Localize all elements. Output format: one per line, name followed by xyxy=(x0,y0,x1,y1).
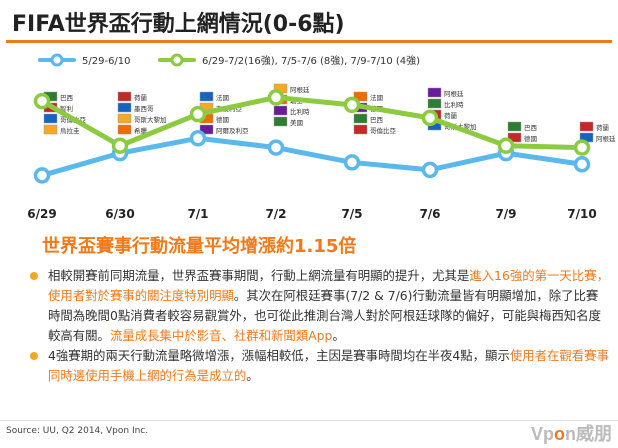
team-label: 比利時 xyxy=(290,107,310,116)
bullet-list: 相較開賽前同期流量，世界盃賽事期間，行動上網流量有明顯的提升，尤其是進入16強的… xyxy=(30,266,610,386)
legend-marker-2 xyxy=(170,53,184,67)
legend-marker-1 xyxy=(50,53,64,67)
logo-o: o xyxy=(554,424,565,444)
flag-icon xyxy=(353,113,368,124)
bullet-dot-icon xyxy=(30,272,38,280)
team-label: 阿根廷 xyxy=(596,134,616,143)
team-label: 阿爾及利亞 xyxy=(216,126,249,135)
x-tick-label: 7/6 xyxy=(419,207,440,221)
data-point xyxy=(33,92,51,110)
team-label: 巴西 xyxy=(524,124,538,132)
team-label: 烏拉圭 xyxy=(60,126,80,135)
team-label: 巴西 xyxy=(370,116,384,124)
page-title: FIFA世界盃行動上網情況(0-6點) xyxy=(12,12,345,37)
data-point xyxy=(343,96,361,114)
team-label: 阿根廷 xyxy=(444,89,464,98)
bullet-dot-icon xyxy=(30,352,38,360)
data-point xyxy=(421,109,439,127)
flag-icon xyxy=(273,105,288,116)
data-point xyxy=(573,156,591,173)
footer-divider xyxy=(0,420,618,421)
data-point xyxy=(33,167,51,184)
bullet-2-part-2: 。 xyxy=(246,368,259,383)
flag-icon xyxy=(273,116,288,127)
series-line-2 xyxy=(39,94,585,151)
headline: 世界盃賽事行動流量平均增漲約1.15倍 xyxy=(42,236,357,257)
flag-icon xyxy=(43,113,58,124)
x-tick-label: 7/2 xyxy=(265,207,286,221)
vpon-logo: Vpon威朋 xyxy=(531,420,612,446)
flag-icon xyxy=(507,132,522,143)
team-label: 荷蘭 xyxy=(596,123,610,132)
team-label: 哥斯大黎加 xyxy=(134,115,167,124)
bullet-1-part-1: 相較開賽前同期流量，世界盃賽事期間，行動上網流量有明顯的提升，尤其是 xyxy=(48,268,470,283)
team-label: 德國 xyxy=(216,115,229,124)
bullet-item-1: 相較開賽前同期流量，世界盃賽事期間，行動上網流量有明顯的提升，尤其是進入16強的… xyxy=(30,266,610,346)
line-chart: 5/29-6/10 6/29-7/2(16強), 7/5-7/6 (8強), 7/… xyxy=(27,53,616,221)
logo-suffix: n威朋 xyxy=(565,424,612,444)
team-label: 荷蘭 xyxy=(134,93,148,102)
team-label: 哥倫比亞 xyxy=(370,126,397,135)
team-label: 阿根廷 xyxy=(290,85,310,94)
bullet-text-2: 4強賽期的兩天行動流量略微增漲，漲幅相較低，主因是賽事時間均在半夜4點，顯示使用… xyxy=(48,348,609,383)
data-point xyxy=(189,105,207,123)
team-label: 墨西哥 xyxy=(134,105,154,113)
data-point xyxy=(421,161,439,179)
legend-label-2: 6/29-7/2(16強), 7/5-7/6 (8強), 7/9-7/10 (4… xyxy=(202,54,420,67)
x-tick-label: 7/9 xyxy=(495,207,516,221)
flag-icon xyxy=(117,91,132,102)
data-point xyxy=(111,137,129,154)
team-label: 智利 xyxy=(60,104,73,113)
flag-icon xyxy=(507,121,522,132)
data-point xyxy=(343,154,361,171)
team-label: 法國 xyxy=(216,93,229,102)
data-point xyxy=(189,130,207,147)
logo-prefix: Vp xyxy=(530,424,554,444)
bullet-item-2: 4強賽期的兩天行動流量略微增漲，漲幅相較低，主因是賽事時間均在半夜4點，顯示使用… xyxy=(30,346,610,386)
flag-icon xyxy=(117,124,132,135)
flag-icon xyxy=(199,91,214,102)
x-tick-label: 6/30 xyxy=(105,207,134,221)
title-underline xyxy=(6,40,612,43)
team-label: 法國 xyxy=(370,93,383,102)
series-line-1 xyxy=(39,135,585,178)
bullet-text-1: 相較開賽前同期流量，世界盃賽事期間，行動上網流量有明顯的提升，尤其是進入16強的… xyxy=(48,268,609,343)
flag-icon xyxy=(43,124,58,135)
data-point xyxy=(497,137,515,154)
flag-icon xyxy=(117,113,132,124)
flag-icon xyxy=(199,124,214,135)
data-point xyxy=(267,89,285,106)
x-tick-label: 7/10 xyxy=(567,207,596,221)
bullet-1-part-2: 。其次在阿根廷賽事(7/2 & 7/6)行動流量皆有明顯增加，除了比賽時間為晚間… xyxy=(48,288,602,343)
team-label: 希臘 xyxy=(134,126,148,135)
team-label: 比利時 xyxy=(444,100,464,109)
team-label: 荷蘭 xyxy=(444,111,458,120)
data-point xyxy=(267,139,285,156)
data-point xyxy=(573,139,591,156)
flag-icon xyxy=(353,91,368,102)
flag-icon xyxy=(353,124,368,135)
flag-icon xyxy=(427,87,442,98)
flag-icon xyxy=(579,121,594,132)
flag-icon xyxy=(427,98,442,109)
x-tick-label: 7/1 xyxy=(187,207,208,221)
x-tick-label: 6/29 xyxy=(27,207,56,221)
team-label: 美國 xyxy=(290,118,303,127)
legend-label-1: 5/29-6/10 xyxy=(82,56,131,67)
bullet-1-highlight-2: 流量成長集中於影音、社群和新聞類App xyxy=(109,328,333,343)
x-tick-label: 7/5 xyxy=(341,207,362,221)
bullet-2-highlight-1: 使用者在觀看賽事同時邊使用手機上網的行為是成立的 xyxy=(48,348,609,383)
bullet-1-highlight-1: 進入16強的第一天比賽，使用者對於賽事的關注度特別明顯 xyxy=(48,268,609,303)
team-label: 巴西 xyxy=(60,94,74,102)
bullet-2-part-1: 4強賽期的兩天行動流量略微增漲，漲幅相較低，主因是賽事時間均在半夜4點，顯示 xyxy=(48,348,510,363)
source-note: Source: UU, Q2 2014, Vpon Inc. xyxy=(6,426,149,436)
bullet-1-part-3: 。 xyxy=(332,328,345,343)
flag-icon xyxy=(117,102,132,113)
team-label: 德國 xyxy=(524,134,537,143)
